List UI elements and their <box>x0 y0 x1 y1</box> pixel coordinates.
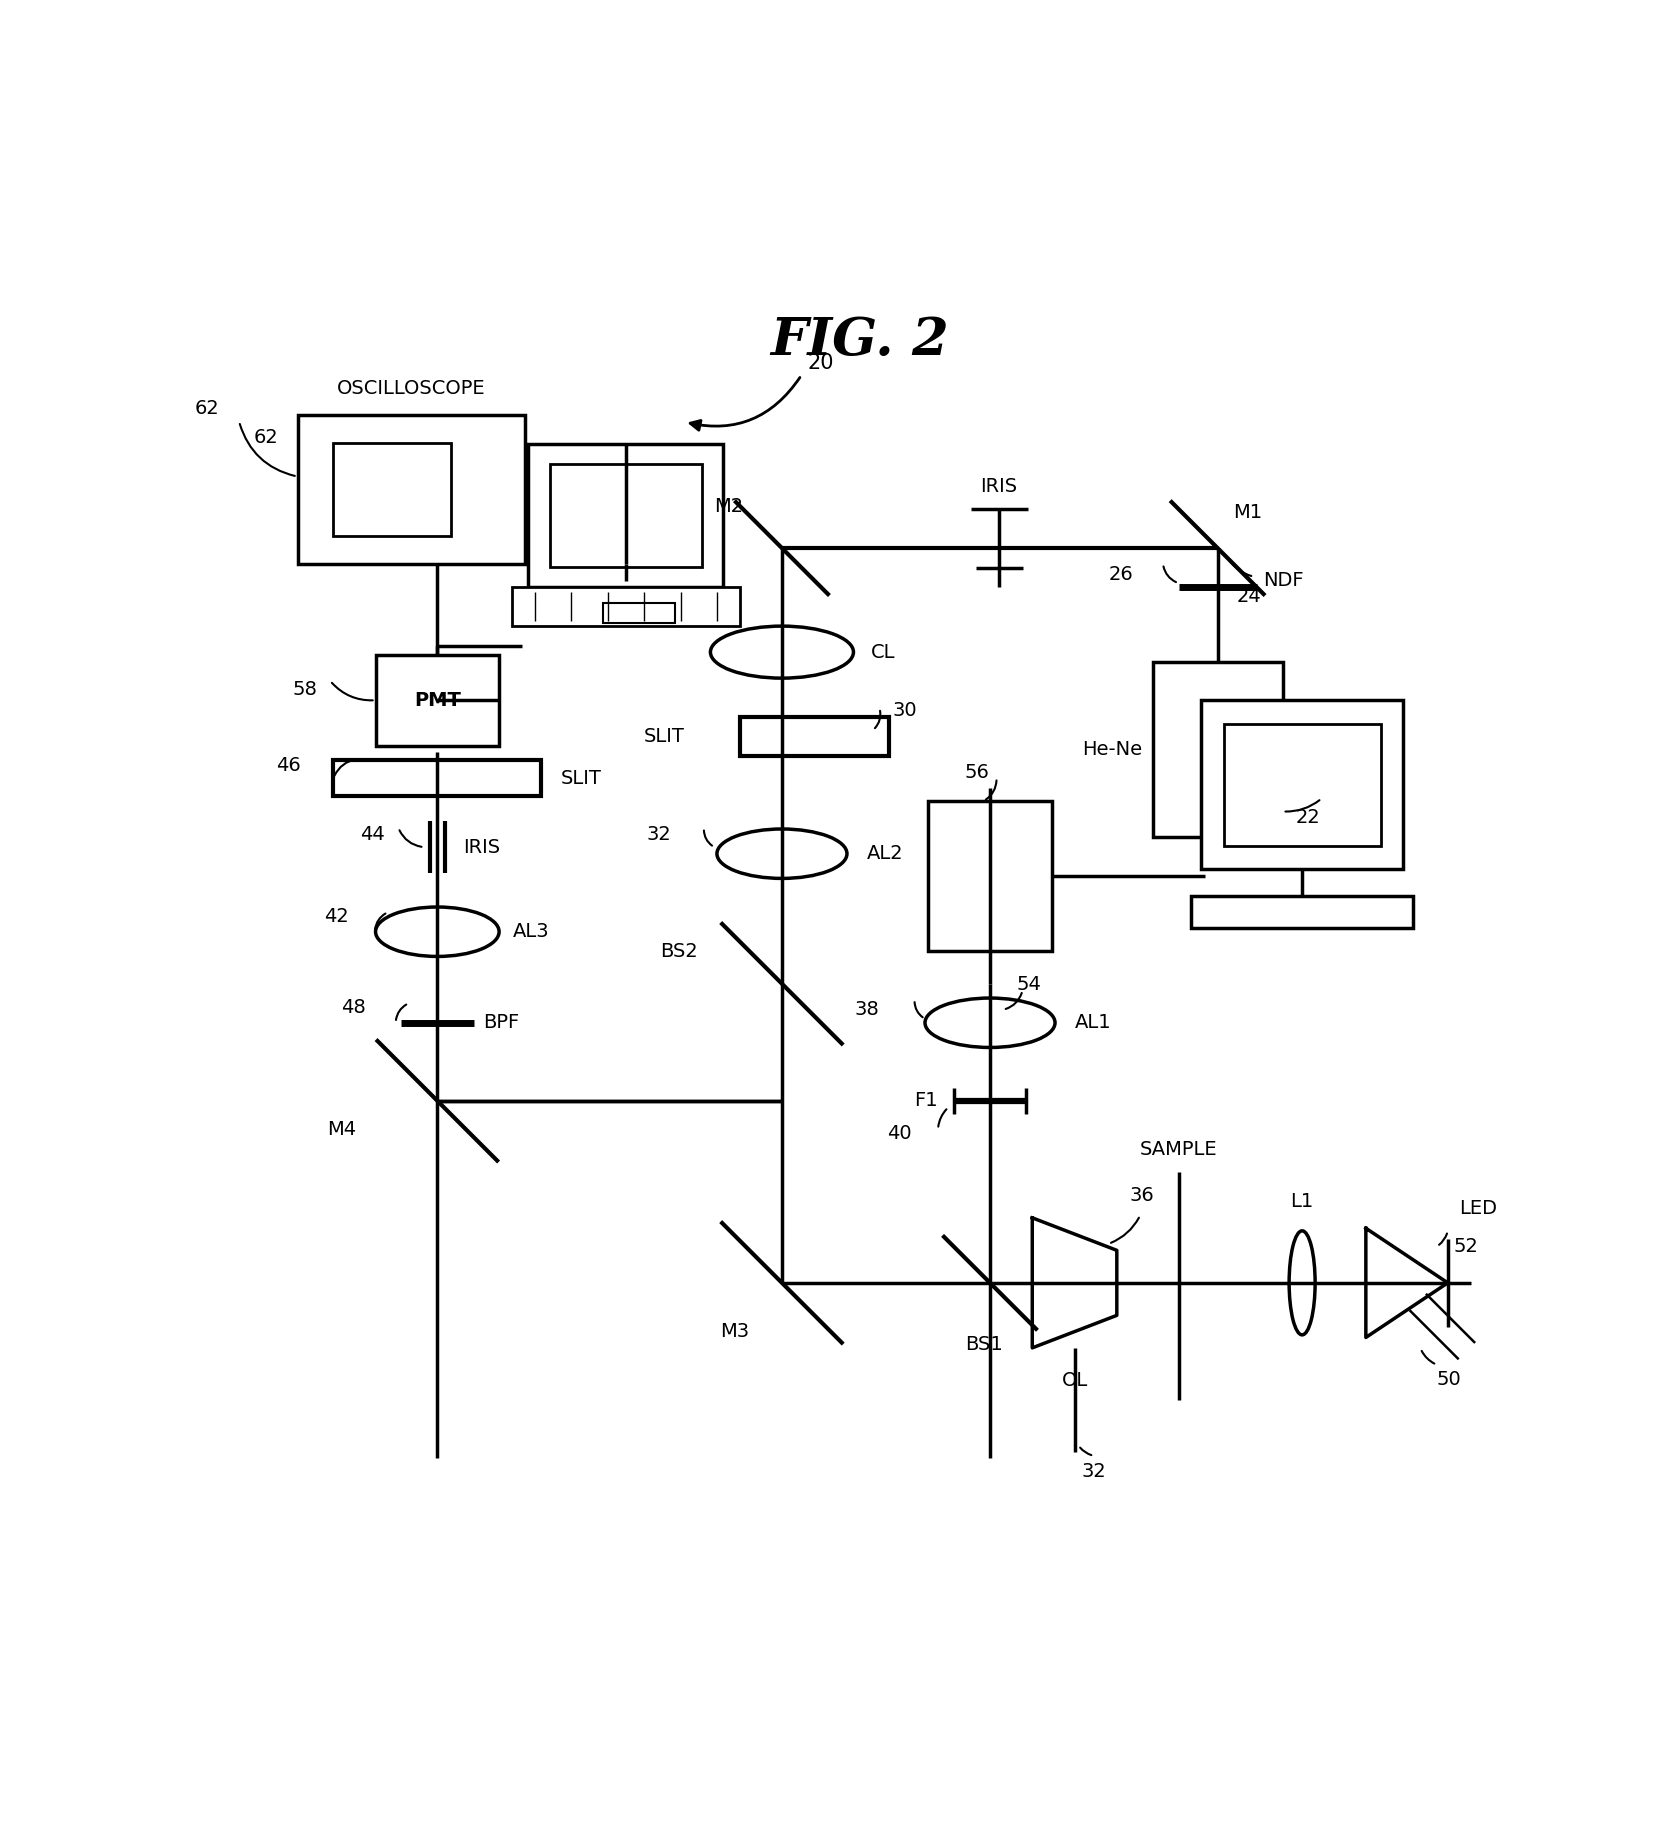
Text: 52: 52 <box>1453 1238 1478 1256</box>
Polygon shape <box>1366 1229 1448 1338</box>
Text: 56: 56 <box>965 762 990 782</box>
Text: SLIT: SLIT <box>644 727 685 745</box>
Bar <box>512 587 740 625</box>
Text: 20: 20 <box>809 352 834 373</box>
Text: L1: L1 <box>1290 1192 1314 1212</box>
Bar <box>928 801 1052 950</box>
Text: 38: 38 <box>854 1000 879 1018</box>
Text: AL1: AL1 <box>1074 1013 1111 1031</box>
Text: BS2: BS2 <box>659 941 698 961</box>
Text: 40: 40 <box>888 1124 913 1142</box>
Text: 32: 32 <box>1081 1463 1106 1482</box>
Text: IRIS: IRIS <box>980 478 1017 496</box>
Bar <box>1191 897 1413 928</box>
Bar <box>332 443 451 535</box>
Text: FIG. 2: FIG. 2 <box>770 314 950 365</box>
Text: CL: CL <box>871 642 894 662</box>
Text: NDF: NDF <box>1264 572 1304 590</box>
Ellipse shape <box>1289 1231 1316 1336</box>
Bar <box>1201 701 1403 869</box>
Text: 62: 62 <box>195 399 220 417</box>
Text: OSCILLOSCOPE: OSCILLOSCOPE <box>337 378 485 399</box>
Text: M2: M2 <box>713 496 743 515</box>
Text: LED: LED <box>1458 1199 1497 1218</box>
Text: 42: 42 <box>324 906 349 926</box>
Text: M3: M3 <box>720 1321 750 1341</box>
Text: 36: 36 <box>1129 1186 1154 1205</box>
Ellipse shape <box>925 998 1055 1048</box>
Text: 26: 26 <box>1109 565 1133 583</box>
Text: SAMPLE: SAMPLE <box>1139 1140 1218 1159</box>
Ellipse shape <box>710 625 854 679</box>
Bar <box>550 465 701 566</box>
Text: AL3: AL3 <box>513 922 549 941</box>
Text: PMT: PMT <box>414 690 461 710</box>
Bar <box>376 655 498 745</box>
Text: 24: 24 <box>1237 587 1262 607</box>
Text: 22: 22 <box>1295 808 1321 827</box>
Bar <box>740 718 889 756</box>
Text: 62: 62 <box>253 428 279 446</box>
Text: BS1: BS1 <box>965 1336 1002 1354</box>
Text: 50: 50 <box>1436 1371 1462 1389</box>
Bar <box>1223 723 1381 845</box>
Text: 30: 30 <box>893 701 918 720</box>
Text: 54: 54 <box>1015 976 1040 994</box>
Text: SLIT: SLIT <box>560 769 602 788</box>
Bar <box>602 603 675 624</box>
Bar <box>297 415 525 565</box>
Text: M1: M1 <box>1233 504 1262 522</box>
Bar <box>529 445 723 587</box>
Bar <box>1153 662 1282 838</box>
Text: 46: 46 <box>277 756 300 775</box>
Text: 44: 44 <box>361 825 386 843</box>
Text: 48: 48 <box>341 998 366 1017</box>
Text: F1: F1 <box>915 1090 938 1111</box>
Text: OL: OL <box>1062 1371 1087 1391</box>
Text: IRIS: IRIS <box>463 838 500 856</box>
Text: M4: M4 <box>327 1120 356 1140</box>
Text: He-Ne: He-Ne <box>1082 740 1143 758</box>
Ellipse shape <box>717 828 847 878</box>
Text: AL2: AL2 <box>866 845 903 863</box>
Text: 32: 32 <box>646 825 671 843</box>
Ellipse shape <box>376 908 498 956</box>
Bar <box>334 760 542 797</box>
Text: BPF: BPF <box>483 1013 519 1031</box>
Text: 58: 58 <box>292 681 317 699</box>
